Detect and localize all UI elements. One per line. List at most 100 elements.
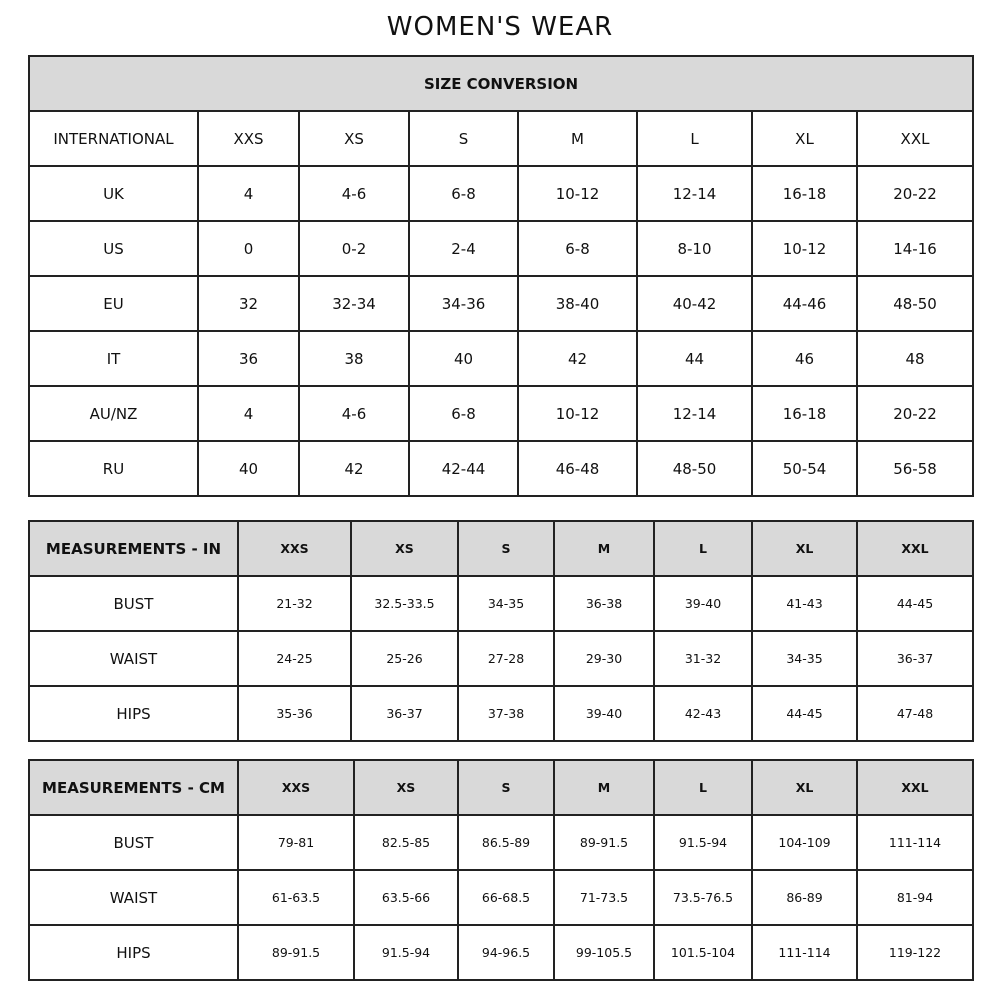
table-cell: 56-58: [855, 440, 975, 497]
row-label: HIPS: [28, 924, 239, 981]
table-cell: 6-8: [408, 165, 519, 222]
table-cell: 86.5-89: [457, 814, 555, 871]
table-row: HIPS 35-36 36-37 37-38 39-40 42-43 44-45 47-48: [28, 685, 974, 742]
row-label: RU: [28, 440, 199, 497]
row-label: BUST: [28, 575, 239, 632]
table-cell: 4: [197, 385, 300, 442]
table-cell: 73.5-76.5: [653, 869, 753, 926]
table-cell: 10-12: [751, 220, 858, 277]
row-label: IT: [28, 330, 199, 387]
row-label: AU/NZ: [28, 385, 199, 442]
table-cell: 16-18: [751, 165, 858, 222]
table-cell: XS: [298, 110, 410, 167]
table-cell: XXL: [855, 110, 975, 167]
table-cell: XXL: [856, 759, 974, 816]
table-cell: 16-18: [751, 385, 858, 442]
table-cell: 4-6: [298, 165, 410, 222]
measurements-in-table: MEASUREMENTS - IN XXS XS S M L XL XXL BUST 21-32 3…: [28, 520, 974, 742]
table-cell: 36-37: [350, 685, 459, 742]
table-cell: 24-25: [237, 630, 352, 687]
table-cell: M: [517, 110, 638, 167]
size-conversion-title: SIZE CONVERSION: [27, 55, 975, 112]
table-cell: 34-35: [751, 630, 858, 687]
table-cell: 0-2: [298, 220, 410, 277]
table-cell: 66-68.5: [457, 869, 555, 926]
table-cell: 79-81: [237, 814, 355, 871]
table-cell: 21-32: [237, 575, 352, 632]
table-cell: 89-91.5: [237, 924, 355, 981]
table-cell: 44: [636, 330, 753, 387]
table-cell: 25-26: [350, 630, 459, 687]
page-title: WOMEN'S WEAR: [386, 12, 614, 42]
table-cell: 31-32: [653, 630, 753, 687]
table-cell: 82.5-85: [353, 814, 459, 871]
table-cell: 32.5-33.5: [350, 575, 459, 632]
table-cell: 40: [197, 440, 300, 497]
table-row: US 0 0-2 2-4 6-8 8-10 10-12 14-16: [28, 220, 975, 277]
table-cell: 89-91.5: [553, 814, 655, 871]
table-cell: L: [636, 110, 753, 167]
table-cell: M: [553, 759, 655, 816]
table-cell: XXS: [197, 110, 300, 167]
table-cell: 44-45: [751, 685, 858, 742]
table-cell: 40: [408, 330, 519, 387]
table-row: UK 4 4-6 6-8 10-12 12-14 16-18 20-22: [28, 165, 975, 222]
table-cell: 44-45: [856, 575, 974, 632]
row-label: MEASUREMENTS - CM: [28, 759, 239, 816]
table-cell: 4: [197, 165, 300, 222]
table-cell: 99-105.5: [553, 924, 655, 981]
table-cell: 27-28: [457, 630, 555, 687]
table-cell: M: [553, 520, 655, 577]
table-cell: 6-8: [408, 385, 519, 442]
table-row: WAIST 61-63.5 63.5-66 66-68.5 71-73.5 73.5-76…: [28, 869, 974, 926]
table-cell: 119-122: [856, 924, 974, 981]
table-cell: 32-34: [298, 275, 410, 332]
row-label: UK: [28, 165, 199, 222]
table-cell: XXS: [237, 520, 352, 577]
table-row: BUST 21-32 32.5-33.5 34-35 36-38 39-40 41-43 44…: [28, 575, 974, 632]
table-cell: 20-22: [855, 165, 975, 222]
table-cell: L: [653, 520, 753, 577]
table-cell: XS: [350, 520, 459, 577]
table-cell: S: [457, 759, 555, 816]
table-row: INTERNATIONAL XXS XS S M L XL XXL: [28, 110, 975, 167]
table-cell: 32: [197, 275, 300, 332]
table-cell: 46: [751, 330, 858, 387]
table-row: EU 32 32-34 34-36 38-40 40-42 44-46 48-50: [28, 275, 975, 332]
table-cell: 34-36: [408, 275, 519, 332]
row-label: US: [28, 220, 199, 277]
table-cell: XL: [751, 759, 858, 816]
size-conversion-table: SIZE CONVERSION INTERNATIONAL XXS XS S M L XL X…: [27, 55, 975, 497]
row-label: INTERNATIONAL: [28, 110, 199, 167]
table-cell: 39-40: [553, 685, 655, 742]
table-row: HIPS 89-91.5 91.5-94 94-96.5 99-105.5 101.5-1…: [28, 924, 974, 981]
table-cell: 35-36: [237, 685, 352, 742]
row-label: MEASUREMENTS - IN: [28, 520, 239, 577]
table-cell: 8-10: [636, 220, 753, 277]
table-cell: 91.5-94: [653, 814, 753, 871]
table-cell: 12-14: [636, 385, 753, 442]
table-cell: 0: [197, 220, 300, 277]
table-cell: 48-50: [636, 440, 753, 497]
table-cell: 36-38: [553, 575, 655, 632]
table-cell: 104-109: [751, 814, 858, 871]
table-cell: 42: [517, 330, 638, 387]
table-cell: 81-94: [856, 869, 974, 926]
table-cell: XS: [353, 759, 459, 816]
table-cell: 36-37: [856, 630, 974, 687]
table-row: WAIST 24-25 25-26 27-28 29-30 31-32 34-35 36-37: [28, 630, 974, 687]
table-cell: 36: [197, 330, 300, 387]
header-row: MEASUREMENTS - CM XXS XS S M L XL XXL: [28, 759, 974, 816]
table-cell: L: [653, 759, 753, 816]
row-label: WAIST: [28, 869, 239, 926]
table-cell: 111-114: [751, 924, 858, 981]
table-cell: 42: [298, 440, 410, 497]
table-cell: 42-44: [408, 440, 519, 497]
table-cell: 4-6: [298, 385, 410, 442]
table-row: AU/NZ 4 4-6 6-8 10-12 12-14 16-18 20-22: [28, 385, 975, 442]
table-cell: 41-43: [751, 575, 858, 632]
table-cell: XL: [751, 110, 858, 167]
table-cell: 12-14: [636, 165, 753, 222]
table-cell: 48: [855, 330, 975, 387]
row-label: BUST: [28, 814, 239, 871]
